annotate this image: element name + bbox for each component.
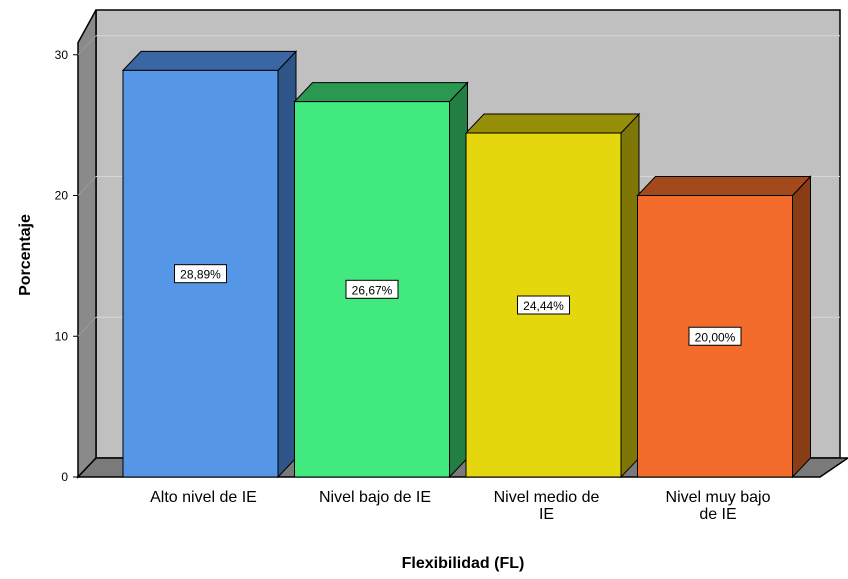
bar-side bbox=[449, 81, 468, 479]
data-label-value: 26,67% bbox=[352, 283, 393, 297]
bar-top bbox=[636, 176, 812, 196]
y-axis-title: Porcentaje bbox=[17, 214, 34, 296]
bar-top bbox=[121, 50, 298, 71]
x-tick-label: Nivel medio de IE bbox=[494, 489, 600, 523]
gridline-side bbox=[77, 176, 97, 196]
bar-2: 26,67% bbox=[293, 81, 469, 479]
bar-top bbox=[464, 113, 641, 134]
data-label: 28,89% bbox=[174, 264, 227, 284]
bar-1: 28,89% bbox=[121, 50, 298, 479]
y-tick-label: 10 bbox=[55, 329, 69, 343]
bar-side bbox=[277, 50, 297, 479]
gridline-side bbox=[77, 316, 97, 337]
y-tick-label: 0 bbox=[61, 470, 68, 484]
gridline-side bbox=[77, 35, 97, 56]
x-axis-tick-labels: Alto nivel de IE Nivel bajo de IE Nivel me… bbox=[150, 489, 770, 523]
bar-4: 20,00% bbox=[636, 175, 812, 479]
bar-top bbox=[293, 82, 469, 103]
x-tick-label: Nivel bajo de IE bbox=[319, 489, 431, 506]
x-axis-title: Flexibilidad (FL) bbox=[402, 555, 525, 572]
x-tick-label: Nivel muy bajo de IE bbox=[666, 489, 771, 523]
y-tick-label: 20 bbox=[55, 189, 69, 203]
y-tick-label: 30 bbox=[55, 48, 69, 62]
data-label-value: 24,44% bbox=[523, 299, 564, 313]
data-label: 26,67% bbox=[345, 279, 399, 299]
y-axis-ticks: 0 10 20 30 bbox=[55, 48, 78, 484]
left-wall bbox=[77, 9, 97, 479]
data-label-value: 28,89% bbox=[180, 268, 221, 282]
bar-side bbox=[792, 175, 811, 479]
bar-3: 24,44% bbox=[464, 112, 641, 479]
bars: 28,89% 26,67% 24,44% 20,00% bbox=[121, 50, 812, 479]
data-label: 24,44% bbox=[517, 295, 570, 315]
bar-side bbox=[620, 112, 640, 479]
data-label-box bbox=[345, 279, 399, 299]
x-tick-label: Alto nivel de IE bbox=[150, 489, 257, 506]
data-label-box bbox=[517, 295, 570, 315]
data-label-value: 20,00% bbox=[695, 330, 736, 344]
data-label-box bbox=[688, 326, 742, 346]
data-label: 20,00% bbox=[688, 326, 742, 346]
data-label-box bbox=[174, 264, 227, 284]
